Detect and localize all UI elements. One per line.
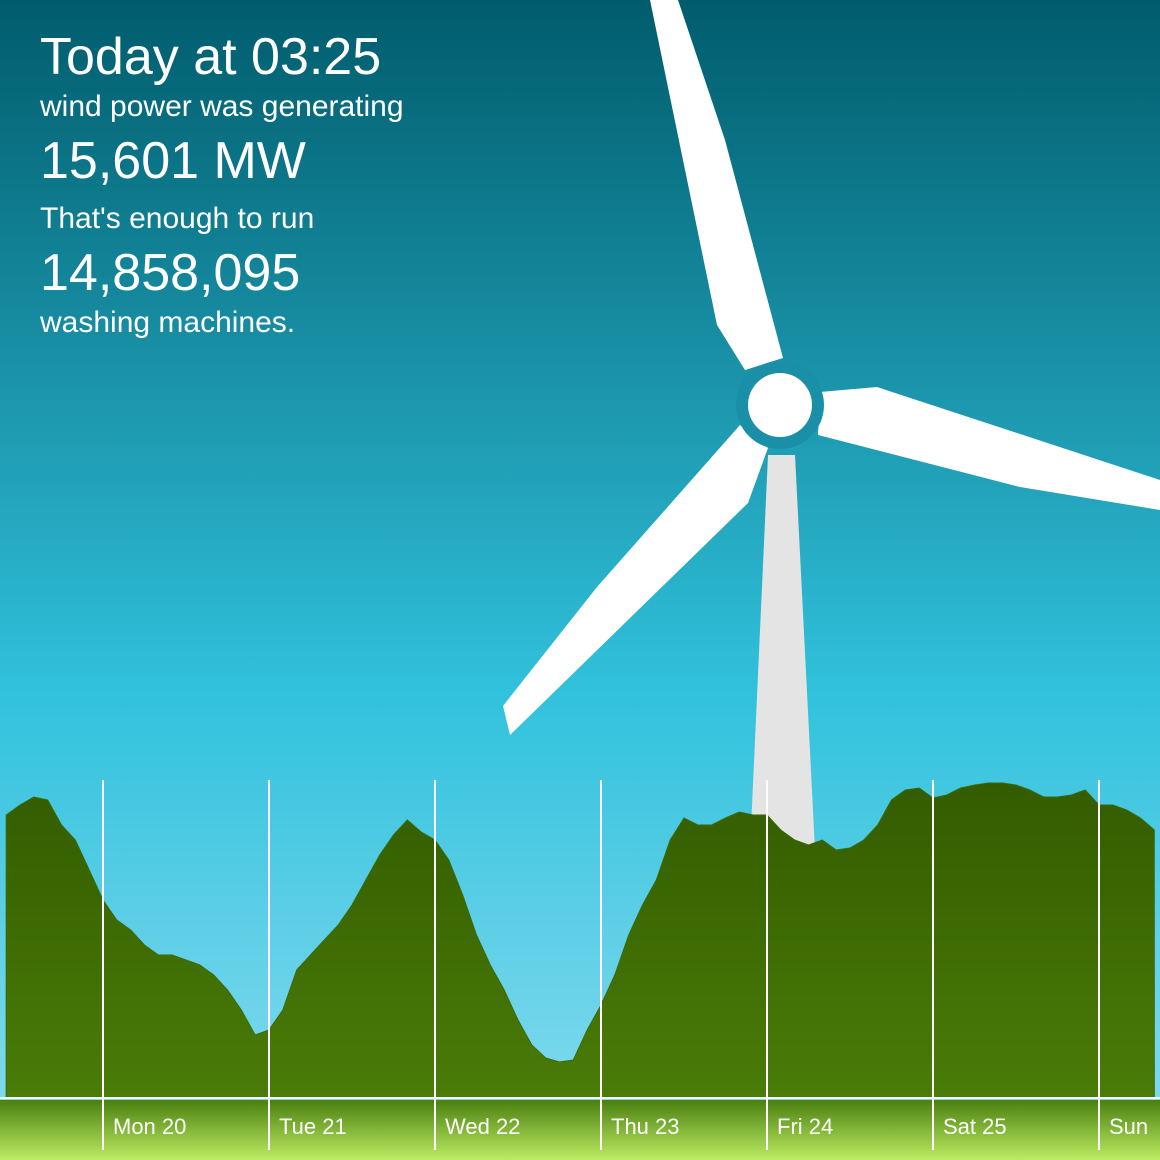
text-line: wind power was generating [39, 90, 404, 123]
count-value: 14,858,095 [40, 244, 300, 302]
text-line: washing machines. [39, 306, 295, 339]
x-tick-label: Tue 21 [279, 1114, 347, 1139]
blade [650, 0, 783, 370]
text-line: That's enough to run [40, 202, 314, 235]
blade [818, 387, 1160, 510]
x-tick-label: Sun [1109, 1114, 1148, 1139]
power-value: 15,601 MW [40, 132, 306, 190]
x-tick-label: Mon 20 [113, 1114, 186, 1139]
turbine-rotor [503, 0, 1160, 735]
blade [503, 425, 768, 735]
x-tick-label: Wed 22 [445, 1114, 520, 1139]
ground [0, 1100, 1160, 1160]
tower [750, 455, 815, 850]
hub [748, 373, 812, 437]
x-tick-label: Fri 24 [777, 1114, 833, 1139]
chart: Mon 20 Tue 21 Wed 22 Thu 23 Fri 24 Sat 25 Sun [0, 780, 1160, 1150]
x-tick-label: Sat 25 [943, 1114, 1007, 1139]
title: Today at 03:25 [40, 28, 381, 86]
x-tick-label: Thu 23 [611, 1114, 680, 1139]
area [5, 782, 1155, 1099]
